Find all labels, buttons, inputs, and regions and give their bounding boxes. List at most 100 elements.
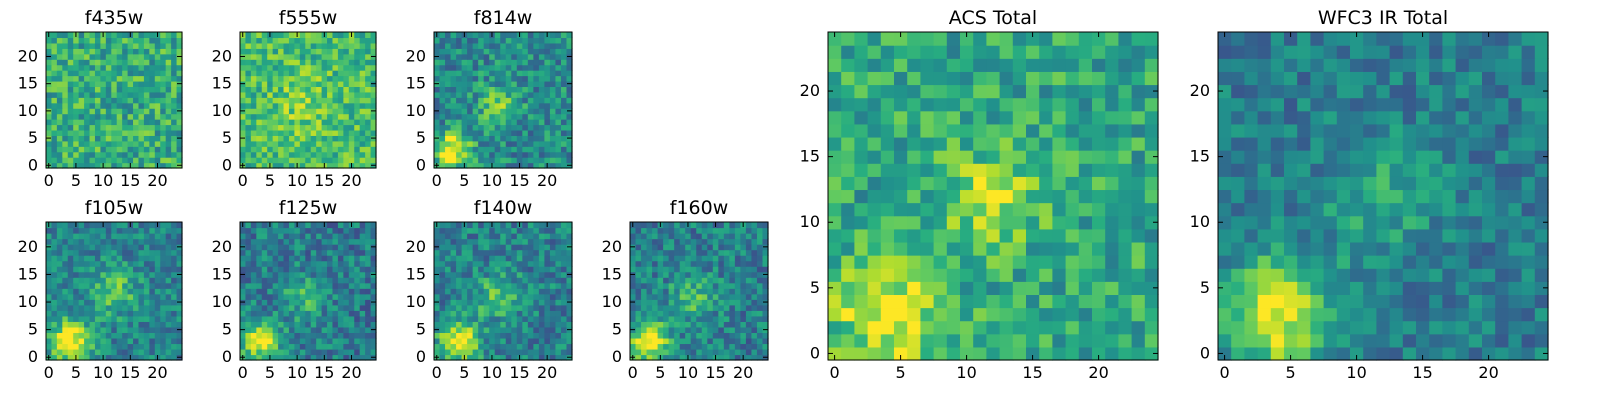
heatmap-cell	[89, 151, 96, 158]
heatmap-cell	[1078, 281, 1093, 295]
heatmap-cell	[160, 293, 167, 300]
heatmap-cell	[111, 70, 118, 77]
heatmap-cell	[522, 91, 529, 98]
heatmap-cell	[516, 238, 523, 245]
heatmap-cell	[450, 129, 457, 136]
heatmap-cell	[116, 42, 123, 49]
heatmap-cell	[359, 238, 366, 245]
heatmap-cell	[1026, 176, 1040, 191]
heatmap-cell	[154, 119, 161, 126]
heatmap-cell	[127, 97, 134, 104]
heatmap-cell	[668, 271, 675, 278]
heatmap-cell	[310, 260, 317, 267]
heatmap-cell	[321, 75, 328, 82]
heatmap-cell	[478, 293, 485, 300]
heatmap-cell	[51, 332, 58, 339]
heatmap-cell	[51, 64, 58, 71]
heatmap-cell	[920, 215, 935, 230]
heatmap-cell	[1105, 268, 1119, 282]
heatmap-cell	[245, 151, 252, 158]
heatmap-cell	[245, 299, 252, 306]
heatmap-cell	[370, 70, 377, 77]
heatmap-cell	[712, 244, 719, 251]
heatmap-cell	[127, 53, 134, 60]
heatmap-cell	[445, 146, 452, 153]
heatmap-cell	[283, 238, 290, 245]
heatmap-cell	[718, 321, 725, 328]
heatmap-cell	[165, 310, 172, 317]
heatmap-cell	[294, 271, 301, 278]
heatmap-cell	[723, 343, 730, 350]
heatmap-cell	[272, 97, 279, 104]
heatmap-cell	[635, 288, 642, 295]
heatmap-cell	[652, 326, 659, 333]
heatmap-cell	[46, 266, 53, 273]
heatmap-cell	[467, 304, 474, 311]
heatmap-cell	[762, 260, 769, 267]
heatmap-cell	[149, 354, 156, 361]
heatmap-cell	[999, 255, 1014, 269]
heatmap-cell	[1144, 333, 1159, 348]
heatmap-cell	[1039, 281, 1053, 295]
heatmap-cell	[718, 255, 725, 262]
heatmap-cell	[679, 233, 686, 240]
heatmap-cell	[365, 151, 372, 158]
heatmap-cell	[272, 315, 279, 322]
heatmap-cell	[332, 102, 339, 109]
heatmap-cell	[261, 157, 268, 164]
heatmap-cell	[494, 277, 501, 284]
heatmap-cell	[516, 140, 523, 147]
heatmap-cell	[56, 255, 63, 262]
heatmap-cell	[723, 348, 730, 356]
heatmap-cell	[1026, 202, 1040, 217]
heatmap-cell	[1092, 281, 1106, 295]
heatmap-cell	[434, 310, 441, 317]
heatmap-cell	[555, 337, 562, 345]
x-tick-label: 20	[537, 363, 557, 382]
heatmap-cell	[321, 266, 328, 273]
heatmap-cell	[439, 97, 446, 104]
heatmap-cell	[657, 233, 664, 240]
heatmap-cell	[111, 288, 118, 295]
heatmap-cell	[332, 135, 339, 142]
heatmap-cell	[51, 140, 58, 147]
heatmap-cell	[160, 315, 167, 322]
heatmap-cell	[105, 129, 112, 136]
heatmap-cell	[635, 271, 642, 278]
heatmap-cell	[365, 348, 372, 356]
heatmap-cell	[143, 293, 150, 300]
heatmap-cell	[354, 75, 361, 82]
heatmap-cell	[337, 108, 344, 115]
heatmap-cell	[635, 304, 642, 311]
heatmap-cell	[729, 337, 736, 345]
heatmap-cell	[84, 53, 91, 60]
heatmap-cell	[555, 80, 562, 87]
heatmap-cell	[321, 70, 328, 77]
heatmap-cell	[272, 53, 279, 60]
heatmap-cell	[538, 304, 545, 311]
heatmap-cell	[880, 241, 895, 256]
heatmap-cell	[154, 70, 161, 77]
heatmap-cell	[327, 37, 334, 44]
heatmap-cell	[467, 326, 474, 333]
heatmap-cell	[549, 343, 557, 350]
heatmap-cell	[89, 53, 96, 60]
heatmap-cell	[690, 326, 697, 333]
heatmap-cell	[143, 37, 150, 44]
heatmap-cell	[999, 333, 1014, 348]
heatmap-cell	[240, 282, 247, 289]
heatmap-cell	[505, 255, 512, 262]
heatmap-cell	[143, 354, 150, 361]
heatmap-cell	[566, 315, 573, 322]
heatmap-cell	[176, 233, 183, 240]
heatmap-cell	[100, 244, 107, 251]
heatmap-cell	[494, 162, 501, 169]
heatmap-cell	[1026, 333, 1040, 348]
heatmap-cell	[56, 326, 63, 333]
heatmap-cell	[310, 343, 317, 350]
heatmap-cell	[73, 129, 80, 136]
heatmap-cell	[718, 337, 725, 345]
heatmap-cell	[723, 337, 730, 345]
heatmap-cell	[439, 119, 446, 126]
heatmap-cell	[494, 222, 501, 229]
